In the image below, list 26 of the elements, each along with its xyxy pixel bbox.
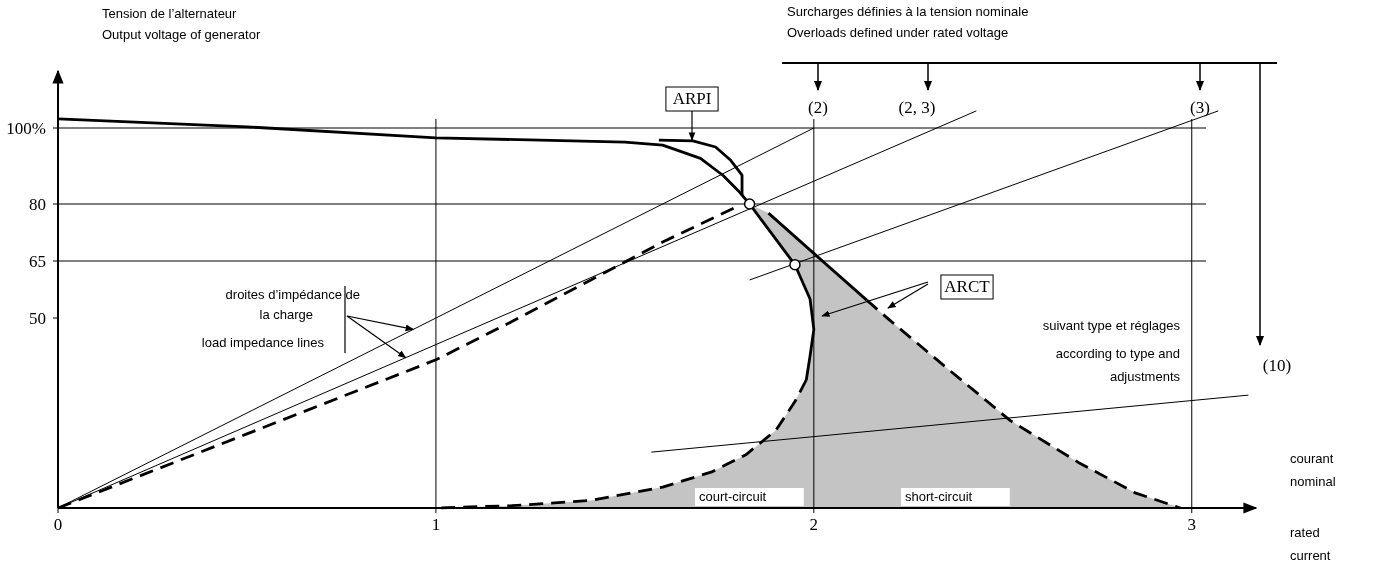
annotation: suivant type et réglages (1042, 318, 1181, 333)
text: Surcharges définies à la tension nominale (787, 4, 1029, 19)
annotation: (3) (1190, 98, 1210, 117)
x-tick-label: 3 (1187, 515, 1196, 534)
y-tick-label: 80 (29, 195, 46, 214)
text: courant nominal rated current (1290, 451, 1336, 563)
annotation: ARPI (672, 89, 712, 108)
annotation: according to type and (1055, 346, 1180, 361)
annotation: (2, 3) (898, 98, 936, 117)
annotation: load impedance lines (201, 335, 325, 350)
x-tick-label: 0 (53, 515, 63, 534)
annotation: la charge (259, 307, 313, 322)
y-tick-label: 50 (29, 309, 46, 328)
annotation: court-circuit (699, 489, 767, 504)
text: Overloads defined under rated voltage (787, 25, 1009, 40)
text: (10) (1262, 356, 1292, 375)
y-tick-label: 65 (29, 252, 46, 271)
y-tick-label: 100% (6, 119, 46, 138)
annotation: (2) (808, 98, 828, 117)
y-axis-title: Tension de l’alternateur Output voltage of generator (102, 6, 261, 42)
annotation: ARCT (944, 277, 991, 296)
annotation: adjustments (1109, 369, 1181, 384)
x-tick-label: 1 (431, 515, 441, 534)
annotation: droites d’impédance de (225, 287, 360, 302)
x-tick-label: 2 (809, 515, 819, 534)
annotation: short-circuit (905, 489, 973, 504)
